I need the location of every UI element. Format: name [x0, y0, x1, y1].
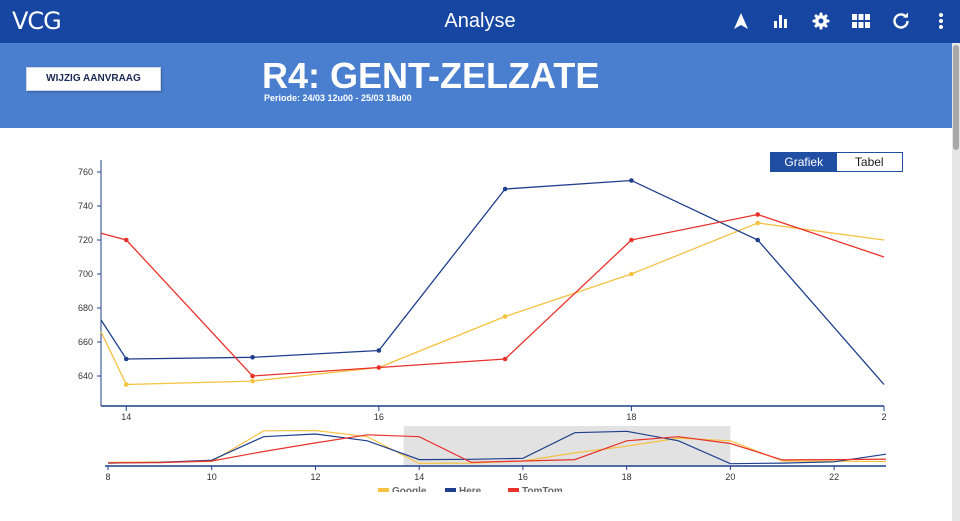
y-tick-label: 680: [78, 303, 93, 313]
navigator-x-tick-label: 18: [622, 472, 632, 482]
y-tick-label: 700: [78, 269, 93, 279]
bar-chart-icon[interactable]: [770, 10, 792, 32]
y-tick-label: 660: [78, 337, 93, 347]
data-point-tomtom: [250, 373, 255, 379]
legend-label-here: Here: [459, 486, 482, 497]
y-tick-label: 740: [78, 201, 93, 211]
data-point-here: [502, 186, 508, 192]
data-point-google: [502, 314, 508, 319]
data-point-tomtom: [502, 356, 508, 362]
data-point-google: [123, 382, 129, 387]
y-tick-label: 760: [78, 167, 93, 177]
navigator-x-tick-label: 22: [829, 472, 839, 482]
refresh-icon[interactable]: [890, 10, 912, 32]
data-point-here: [629, 178, 634, 183]
x-tick-label: 18: [626, 412, 636, 422]
y-tick-label: 720: [78, 235, 93, 245]
scrollbar-thumb[interactable]: [953, 45, 959, 150]
series-line-here: [100, 179, 885, 385]
data-point-google: [250, 378, 255, 384]
data-point-google: [376, 365, 382, 370]
series-line-google: [100, 222, 885, 386]
more-vertical-icon[interactable]: [930, 10, 952, 32]
navigator-selection: [403, 426, 731, 466]
series-line-tomtom: [100, 213, 885, 377]
legend-label-tomtom: TomTom: [522, 486, 563, 497]
legend-swatch-tomtom: [508, 488, 519, 492]
navigator-x-tick-label: 12: [310, 472, 320, 482]
route-period: Periode: 24/03 12u00 - 25/03 18u00: [264, 93, 412, 103]
legend-swatch-here: [445, 488, 456, 492]
grid-icon[interactable]: [850, 10, 872, 32]
navigator-line-tomtom: [107, 434, 887, 464]
route-title: R4: GENT-ZELZATE: [262, 55, 600, 96]
data-point-here: [376, 348, 382, 353]
change-request-button[interactable]: WIJZIG AANVRAAG: [26, 67, 161, 91]
legend-label-google: Google: [392, 486, 427, 497]
data-point-tomtom: [123, 237, 129, 243]
navigator-x-tick-label: 20: [725, 472, 735, 482]
y-tick-label: 640: [78, 371, 93, 381]
toggle-chart[interactable]: Grafiek: [771, 153, 837, 171]
x-tick-label: 2: [881, 412, 886, 422]
app-logo: VCG: [12, 7, 62, 35]
toggle-table[interactable]: Tabel: [836, 153, 902, 171]
x-tick-label: 16: [374, 412, 384, 422]
data-point-google: [629, 271, 634, 277]
navigator-x-tick-label: 8: [105, 472, 110, 482]
data-point-here: [250, 355, 255, 360]
view-toggle: Grafiek Tabel: [770, 152, 903, 172]
navigator-x-tick-label: 14: [414, 472, 424, 482]
toolbar-icons: [730, 8, 952, 34]
top-app-bar: VCG Analyse: [0, 0, 960, 43]
navigator-line-google: [107, 429, 887, 465]
legend-swatch-google: [378, 488, 389, 492]
data-point-tomtom: [376, 365, 382, 370]
navigator-x-tick-label: 10: [207, 472, 217, 482]
data-point-tomtom: [629, 237, 634, 243]
data-point-here: [123, 356, 129, 362]
data-point-here: [755, 237, 761, 243]
page-scrollbar[interactable]: [952, 43, 960, 521]
x-tick-label: 14: [121, 412, 131, 422]
gear-icon[interactable]: [810, 10, 832, 32]
data-point-google: [755, 220, 761, 226]
navigator-x-tick-label: 16: [518, 472, 528, 482]
app-title: Analyse: [444, 10, 516, 32]
navigation-arrow-icon[interactable]: [730, 10, 752, 32]
data-point-tomtom: [755, 212, 761, 217]
navigator-line-here: [107, 430, 887, 465]
legend-clip: [360, 492, 580, 504]
